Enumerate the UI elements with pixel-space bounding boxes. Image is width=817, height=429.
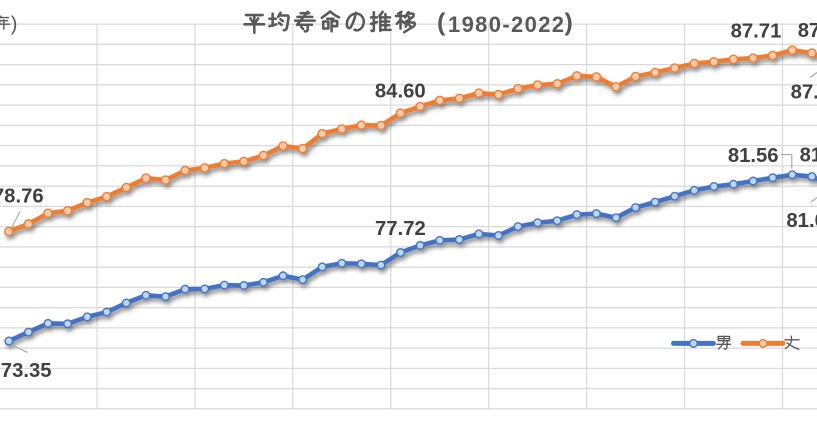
svg-text:(: ( [437, 8, 446, 36]
svg-text:81.47: 81.47 [800, 145, 817, 167]
svg-text:78.76: 78.76 [0, 186, 44, 208]
svg-text:1980-2022: 1980-2022 [448, 12, 565, 37]
svg-text:): ) [565, 8, 573, 36]
svg-text:77.72: 77.72 [375, 218, 426, 240]
svg-text:87.71: 87.71 [731, 20, 782, 42]
svg-text:81.05: 81.05 [786, 210, 817, 232]
svg-text:81.56: 81.56 [728, 145, 779, 167]
svg-text:84.60: 84.60 [375, 80, 426, 102]
svg-text:87.09: 87.09 [791, 81, 817, 103]
svg-text:): ) [11, 13, 18, 35]
svg-text:87.57: 87.57 [798, 20, 817, 42]
svg-text:73.35: 73.35 [1, 360, 52, 382]
